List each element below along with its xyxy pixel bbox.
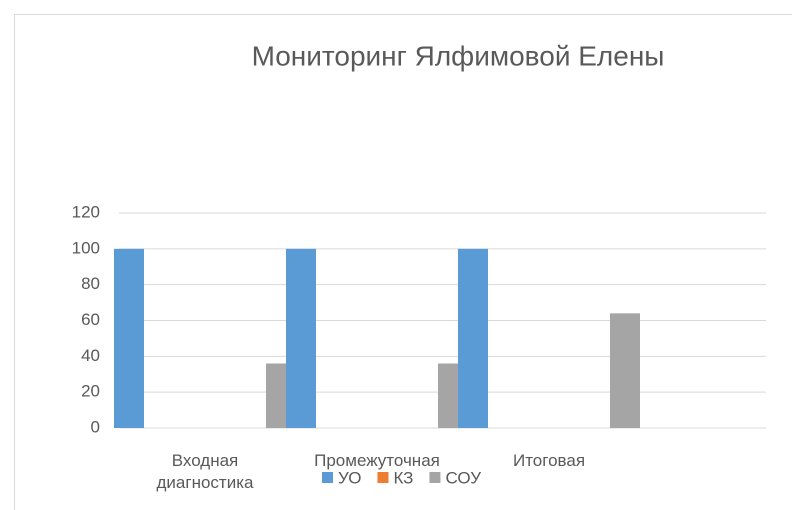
y-tick-label: 0 bbox=[91, 417, 100, 436]
x-tick-label: Входная диагностика bbox=[156, 451, 254, 492]
legend-swatch bbox=[377, 472, 389, 483]
legend-label: КЗ bbox=[393, 468, 413, 487]
legend-swatch bbox=[322, 472, 333, 483]
chart-title: Мониторинг Ялфимовой Елены bbox=[252, 40, 665, 71]
y-tick-label: 60 bbox=[81, 310, 100, 329]
y-tick-label: 20 bbox=[81, 382, 100, 401]
y-tick-label: 40 bbox=[81, 346, 100, 365]
legend-label: УО bbox=[338, 468, 361, 487]
legend-swatch bbox=[429, 472, 441, 483]
x-tick-label: Промежуточная bbox=[314, 451, 440, 470]
chart-border bbox=[14, 14, 792, 510]
bar bbox=[286, 248, 316, 428]
bar bbox=[610, 313, 640, 428]
y-tick-label: 120 bbox=[72, 202, 100, 221]
legend-label: СОУ bbox=[445, 468, 481, 487]
bar bbox=[458, 248, 488, 428]
y-tick-label: 80 bbox=[81, 274, 100, 293]
x-tick-label: Итоговая bbox=[512, 451, 586, 470]
bar bbox=[114, 248, 144, 428]
y-tick-label: 100 bbox=[72, 238, 100, 257]
